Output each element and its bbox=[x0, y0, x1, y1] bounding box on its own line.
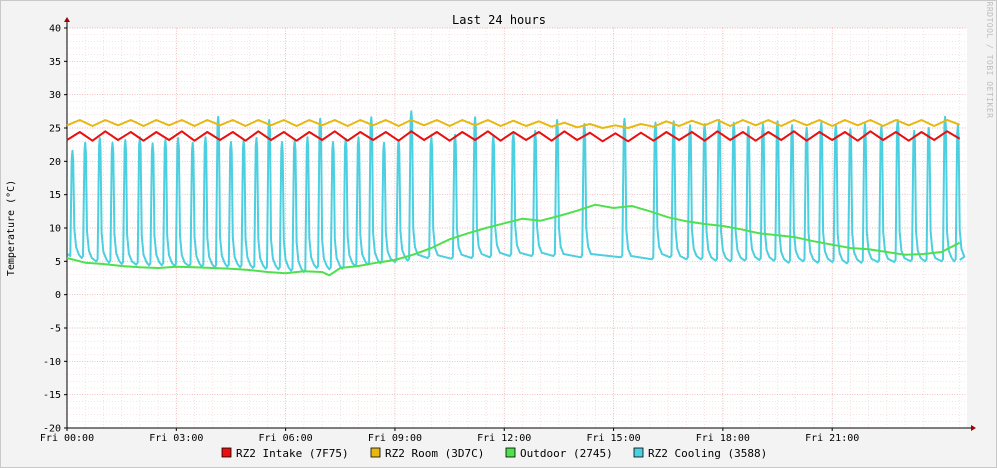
y-tick-label: 20 bbox=[49, 157, 61, 168]
legend-swatch bbox=[370, 447, 381, 458]
legend-label: RZ2 Intake (7F75) bbox=[236, 447, 349, 460]
y-tick-label: -10 bbox=[43, 357, 61, 368]
y-tick-label: -5 bbox=[49, 324, 61, 335]
y-tick-label: 30 bbox=[49, 90, 61, 101]
legend-swatch bbox=[505, 447, 516, 458]
rrdtool-watermark: RRDTOOL / TOBI OETIKER bbox=[985, 2, 994, 119]
x-tick-label: Fri 00:00 bbox=[40, 433, 94, 444]
y-tick-label: 5 bbox=[55, 257, 61, 268]
y-tick-label: -15 bbox=[43, 390, 61, 401]
legend-item: Outdoor (2745) bbox=[505, 447, 613, 460]
y-tick-label: 40 bbox=[49, 24, 61, 35]
x-tick-label: Fri 06:00 bbox=[259, 433, 313, 444]
legend: RZ2 Intake (7F75) RZ2 Room (3D7C) Outdoor … bbox=[221, 447, 767, 460]
legend-item: RZ2 Intake (7F75) bbox=[221, 447, 349, 460]
series-line bbox=[66, 119, 961, 129]
legend-label: RZ2 Cooling (3588) bbox=[648, 447, 767, 460]
legend-swatch bbox=[221, 447, 232, 458]
y-tick-label: 10 bbox=[49, 224, 61, 235]
y-tick-label: 15 bbox=[49, 190, 61, 201]
legend-label: RZ2 Room (3D7C) bbox=[385, 447, 484, 460]
y-tick-label: 0 bbox=[55, 290, 61, 301]
y-axis-arrow bbox=[64, 17, 70, 22]
axes bbox=[64, 17, 976, 431]
x-tick-label: Fri 12:00 bbox=[477, 433, 531, 444]
y-tick-label: 35 bbox=[49, 57, 61, 68]
legend-label: Outdoor (2745) bbox=[520, 447, 613, 460]
x-tick-label: Fri 03:00 bbox=[149, 433, 203, 444]
legend-swatch bbox=[633, 447, 644, 458]
y-tick-label: 25 bbox=[49, 124, 61, 135]
series-line bbox=[66, 203, 961, 277]
legend-item: RZ2 Cooling (3588) bbox=[633, 447, 767, 460]
legend-item: RZ2 Room (3D7C) bbox=[370, 447, 484, 460]
x-tick-label: Fri 15:00 bbox=[586, 433, 640, 444]
y-tick-label: -20 bbox=[43, 424, 61, 435]
x-tick-label: Fri 21:00 bbox=[805, 433, 859, 444]
x-tick-label: Fri 18:00 bbox=[696, 433, 750, 444]
y-axis-label: Temperature (°C) bbox=[6, 180, 17, 276]
x-axis-arrow bbox=[971, 425, 976, 431]
chart-title: Last 24 hours bbox=[452, 13, 546, 27]
series-layer bbox=[66, 110, 966, 277]
x-tick-label: Fri 09:00 bbox=[368, 433, 422, 444]
series-line bbox=[66, 130, 961, 143]
